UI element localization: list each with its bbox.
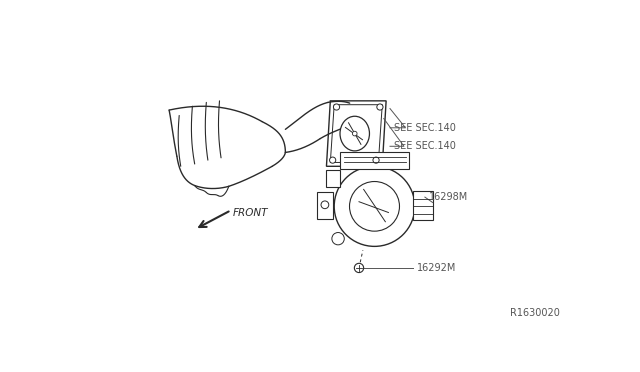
Ellipse shape [340,116,369,151]
Text: 16292M: 16292M [417,263,456,273]
Circle shape [355,263,364,273]
Bar [326,170,340,187]
Text: SEE SEC.140: SEE SEC.140 [394,141,456,151]
Circle shape [333,104,340,110]
Circle shape [332,232,344,245]
Circle shape [321,201,329,209]
Bar [317,192,333,219]
Circle shape [349,182,399,231]
Text: FRONT: FRONT [233,208,268,218]
Text: R1630020: R1630020 [510,308,560,318]
Text: 16298M: 16298M [429,192,468,202]
Circle shape [334,166,415,246]
Circle shape [330,157,336,163]
Circle shape [377,104,383,110]
Circle shape [353,131,357,136]
Bar [413,191,433,220]
Circle shape [373,157,379,163]
Bar [340,153,410,169]
Text: SEE SEC.140: SEE SEC.140 [394,123,456,133]
